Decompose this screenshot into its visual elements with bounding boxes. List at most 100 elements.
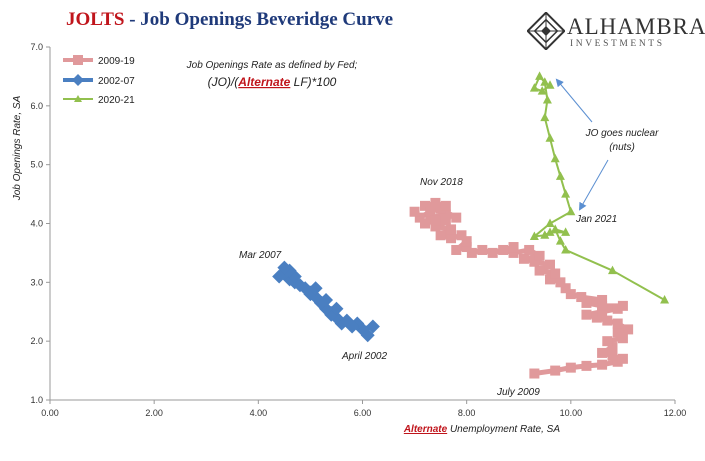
data-point-2009-19 [508,242,519,253]
data-point-2020-21 [545,80,555,89]
annotation-nuclear-line-1: JO goes nuclear [585,128,659,139]
data-point-2009-19 [565,289,576,300]
company-logo: ALHAMBRA INVESTMENTS [526,11,705,52]
definition-accent: Alternate [237,75,290,89]
data-point-2020-21 [566,206,576,216]
annotation-april-2002: April 2002 [341,351,387,362]
data-point-2009-19 [612,327,623,338]
data-point-2020-21 [561,227,571,236]
data-point-2009-19 [430,197,441,208]
data-point-2009-19 [597,359,608,370]
legend-marker-2002-07 [72,74,84,86]
data-point-2009-19 [420,200,430,211]
data-point-2009-19 [425,206,436,217]
data-point-2020-21 [545,133,555,142]
data-point-2020-21 [550,224,560,233]
data-point-2009-19 [550,365,561,376]
data-point-2009-19 [612,303,623,314]
y-ticks: 1.0 2.0 3.0 4.0 5.0 6.0 7.0 [30,42,50,405]
data-point-2009-19 [602,315,613,326]
data-point-2009-19 [425,212,436,223]
data-point-2020-21 [561,189,571,198]
arrow-to-jan-2021 [579,159,609,211]
data-point-2020-21 [555,236,565,245]
y-axis-title: Job Openings Rate, SA [12,95,23,201]
data-point-2020-21 [535,71,545,80]
data-point-2009-19 [529,368,540,379]
data-point-2009-19 [477,244,488,255]
y-tick-label: 5.0 [30,160,43,170]
data-point-2009-19 [597,300,608,311]
x-axis-title: Alternate Unemployment Rate, SA [403,424,561,435]
definition-pre: (JO)/( [208,75,241,89]
data-point-2009-19 [591,312,602,323]
definition-post: LF)*100 [290,75,336,89]
data-point-2020-21 [660,294,670,304]
legend-marker-2009-19 [73,55,83,65]
title-rest: - Job Openings Beveridge Curve [124,9,394,30]
data-point-2009-19 [607,350,618,361]
data-point-2020-21 [537,86,547,95]
y-tick-label: 1.0 [30,395,43,405]
chart-title: JOLTS - Job Openings Beveridge Curve [66,9,393,31]
data-point-2009-19 [409,206,420,217]
definition-line-2: (JO)/(Alternate LF)*100 [208,75,337,89]
x-tick-label: 2.00 [145,408,163,418]
data-point-2020-21 [561,244,571,254]
x-tick-label: 4.00 [250,408,268,418]
data-point-2009-19 [518,253,529,264]
x-tick-label: 10.00 [560,408,583,418]
data-point-2020-21 [608,265,617,275]
data-point-2009-19 [617,300,628,311]
data-point-2002-07 [360,328,375,343]
data-point-2020-21 [540,230,550,239]
data-point-2020-21 [540,77,550,86]
x-tick-label: 8.00 [458,408,476,418]
data-point-2020-21 [545,218,555,227]
data-point-2009-19 [560,283,571,294]
legend-marker-2020-21 [74,95,82,102]
y-tick-label: 7.0 [30,42,43,52]
data-point-2009-19 [576,292,587,303]
data-point-2009-19 [565,362,576,373]
logo-tagline: INVESTMENTS [570,39,665,49]
data-point-2009-19 [581,297,592,308]
legend: 2009-19 2002-07 2020-21 [63,55,135,106]
data-point-2009-19 [420,218,430,229]
data-point-2009-19 [508,247,519,258]
data-point-2009-19 [461,236,472,247]
arrow-to-peak [555,78,593,123]
data-point-2020-21 [550,153,560,163]
data-point-2009-19 [446,224,457,235]
data-point-2009-19 [550,268,561,279]
series-2020-21 [529,71,670,304]
annotation-july-2009: July 2009 [496,387,540,398]
data-point-2002-07 [319,292,334,307]
data-point-2009-19 [612,356,623,367]
legend-label-2020-21: 2020-21 [98,95,135,106]
data-point-2002-07 [365,319,380,334]
data-point-2009-19 [466,247,477,258]
data-point-2009-19 [435,203,446,214]
logo-mark-icon [526,11,566,51]
data-point-2009-19 [617,353,628,364]
data-point-2009-19 [487,247,498,258]
annotation-nov-2018: Nov 2018 [420,177,463,188]
annotation-nuclear-line-2: (nuts) [609,142,635,153]
x-axis-title-rest: Unemployment Rate, SA [447,424,560,435]
y-tick-label: 4.0 [30,219,43,229]
data-point-2009-19 [545,259,555,270]
data-point-2002-07 [277,260,292,275]
data-point-2020-21 [555,171,565,180]
y-tick-label: 6.0 [30,101,43,111]
data-point-2009-19 [555,277,566,288]
series-layer [272,71,670,379]
data-point-2009-19 [602,336,613,347]
x-tick-label: 6.00 [354,408,372,418]
data-point-2009-19 [623,324,634,335]
y-tick-label: 2.0 [30,336,43,346]
data-point-2009-19 [581,360,592,371]
data-point-2009-19 [440,200,451,211]
data-point-2009-19 [451,244,462,255]
